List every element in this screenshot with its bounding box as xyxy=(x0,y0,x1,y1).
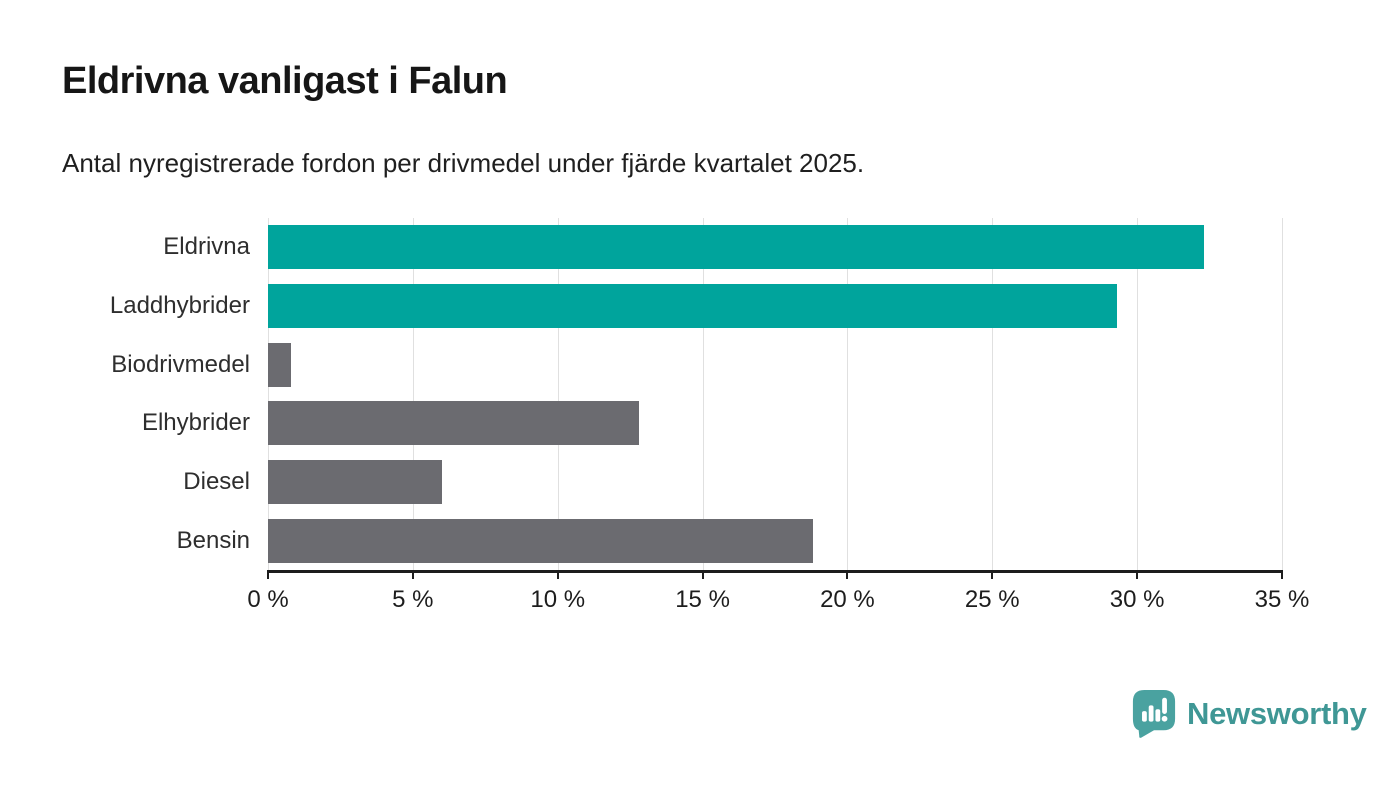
x-axis-tick-label: 5 % xyxy=(392,586,434,613)
bar-bensin xyxy=(268,518,813,563)
gridline-25 xyxy=(992,218,994,570)
chart-title: Eldrivna vanligast i Falun xyxy=(62,60,508,102)
category-label-diesel: Diesel xyxy=(183,467,250,495)
bar-laddhybrider xyxy=(268,284,1117,328)
x-axis-tick-label: 30 % xyxy=(1109,586,1165,613)
x-axis-tick-label: 35 % xyxy=(1254,586,1310,613)
speech-bubble-shape xyxy=(1132,690,1176,738)
gridline-0 xyxy=(268,218,269,570)
category-label-bensin: Bensin xyxy=(176,526,250,554)
x-axis-tick-35 xyxy=(1281,570,1283,579)
mini-bar-chart-glyph xyxy=(1142,697,1168,722)
gridline-10 xyxy=(557,218,559,570)
bar-chart-plot-area: 0 % 5 % 10 % 15 % 20 % 25 % 30 % 35 % Eldrivna La… xyxy=(110,218,1309,613)
gridline-5 xyxy=(412,218,414,570)
bar-eldrivna xyxy=(268,225,1204,270)
x-axis-tick-5 xyxy=(411,570,414,579)
brand-name: Newsworthy xyxy=(1187,695,1367,731)
category-label-biodrivmedel: Biodrivmedel xyxy=(111,350,250,378)
x-axis-tick-label: 0 % xyxy=(247,586,289,613)
gridline-20 xyxy=(847,218,849,570)
category-label-elhybrider: Elhybrider xyxy=(141,409,250,437)
bar-biodrivmedel xyxy=(268,342,292,387)
x-axis-tick-label: 15 % xyxy=(675,586,730,613)
newsworthy-logo-icon xyxy=(1132,690,1176,738)
x-axis-tick-25 xyxy=(991,570,994,579)
x-axis-tick-label: 25 % xyxy=(964,586,1020,613)
category-label-eldrivna: Eldrivna xyxy=(163,233,250,261)
x-axis-tick-label: 20 % xyxy=(820,586,875,613)
gridline-35 xyxy=(1282,218,1283,570)
x-axis-tick-0 xyxy=(267,570,269,579)
gridline-30 xyxy=(1137,218,1139,570)
x-axis-tick-10 xyxy=(556,570,559,579)
x-axis-tick-20 xyxy=(846,570,849,579)
x-axis-line xyxy=(268,570,1282,573)
category-label-laddhybrider: Laddhybrider xyxy=(109,291,250,319)
x-axis-tick-15 xyxy=(701,570,704,579)
gridline-15 xyxy=(702,218,704,570)
bar-elhybrider xyxy=(268,401,639,446)
chart-subtitle: Antal nyregistrerade fordon per drivmede… xyxy=(62,148,865,178)
x-axis-tick-30 xyxy=(1136,570,1139,579)
bar-diesel xyxy=(268,460,442,504)
newsworthy-brand: Newsworthy xyxy=(1131,688,1367,739)
x-axis-tick-label: 10 % xyxy=(530,586,586,613)
